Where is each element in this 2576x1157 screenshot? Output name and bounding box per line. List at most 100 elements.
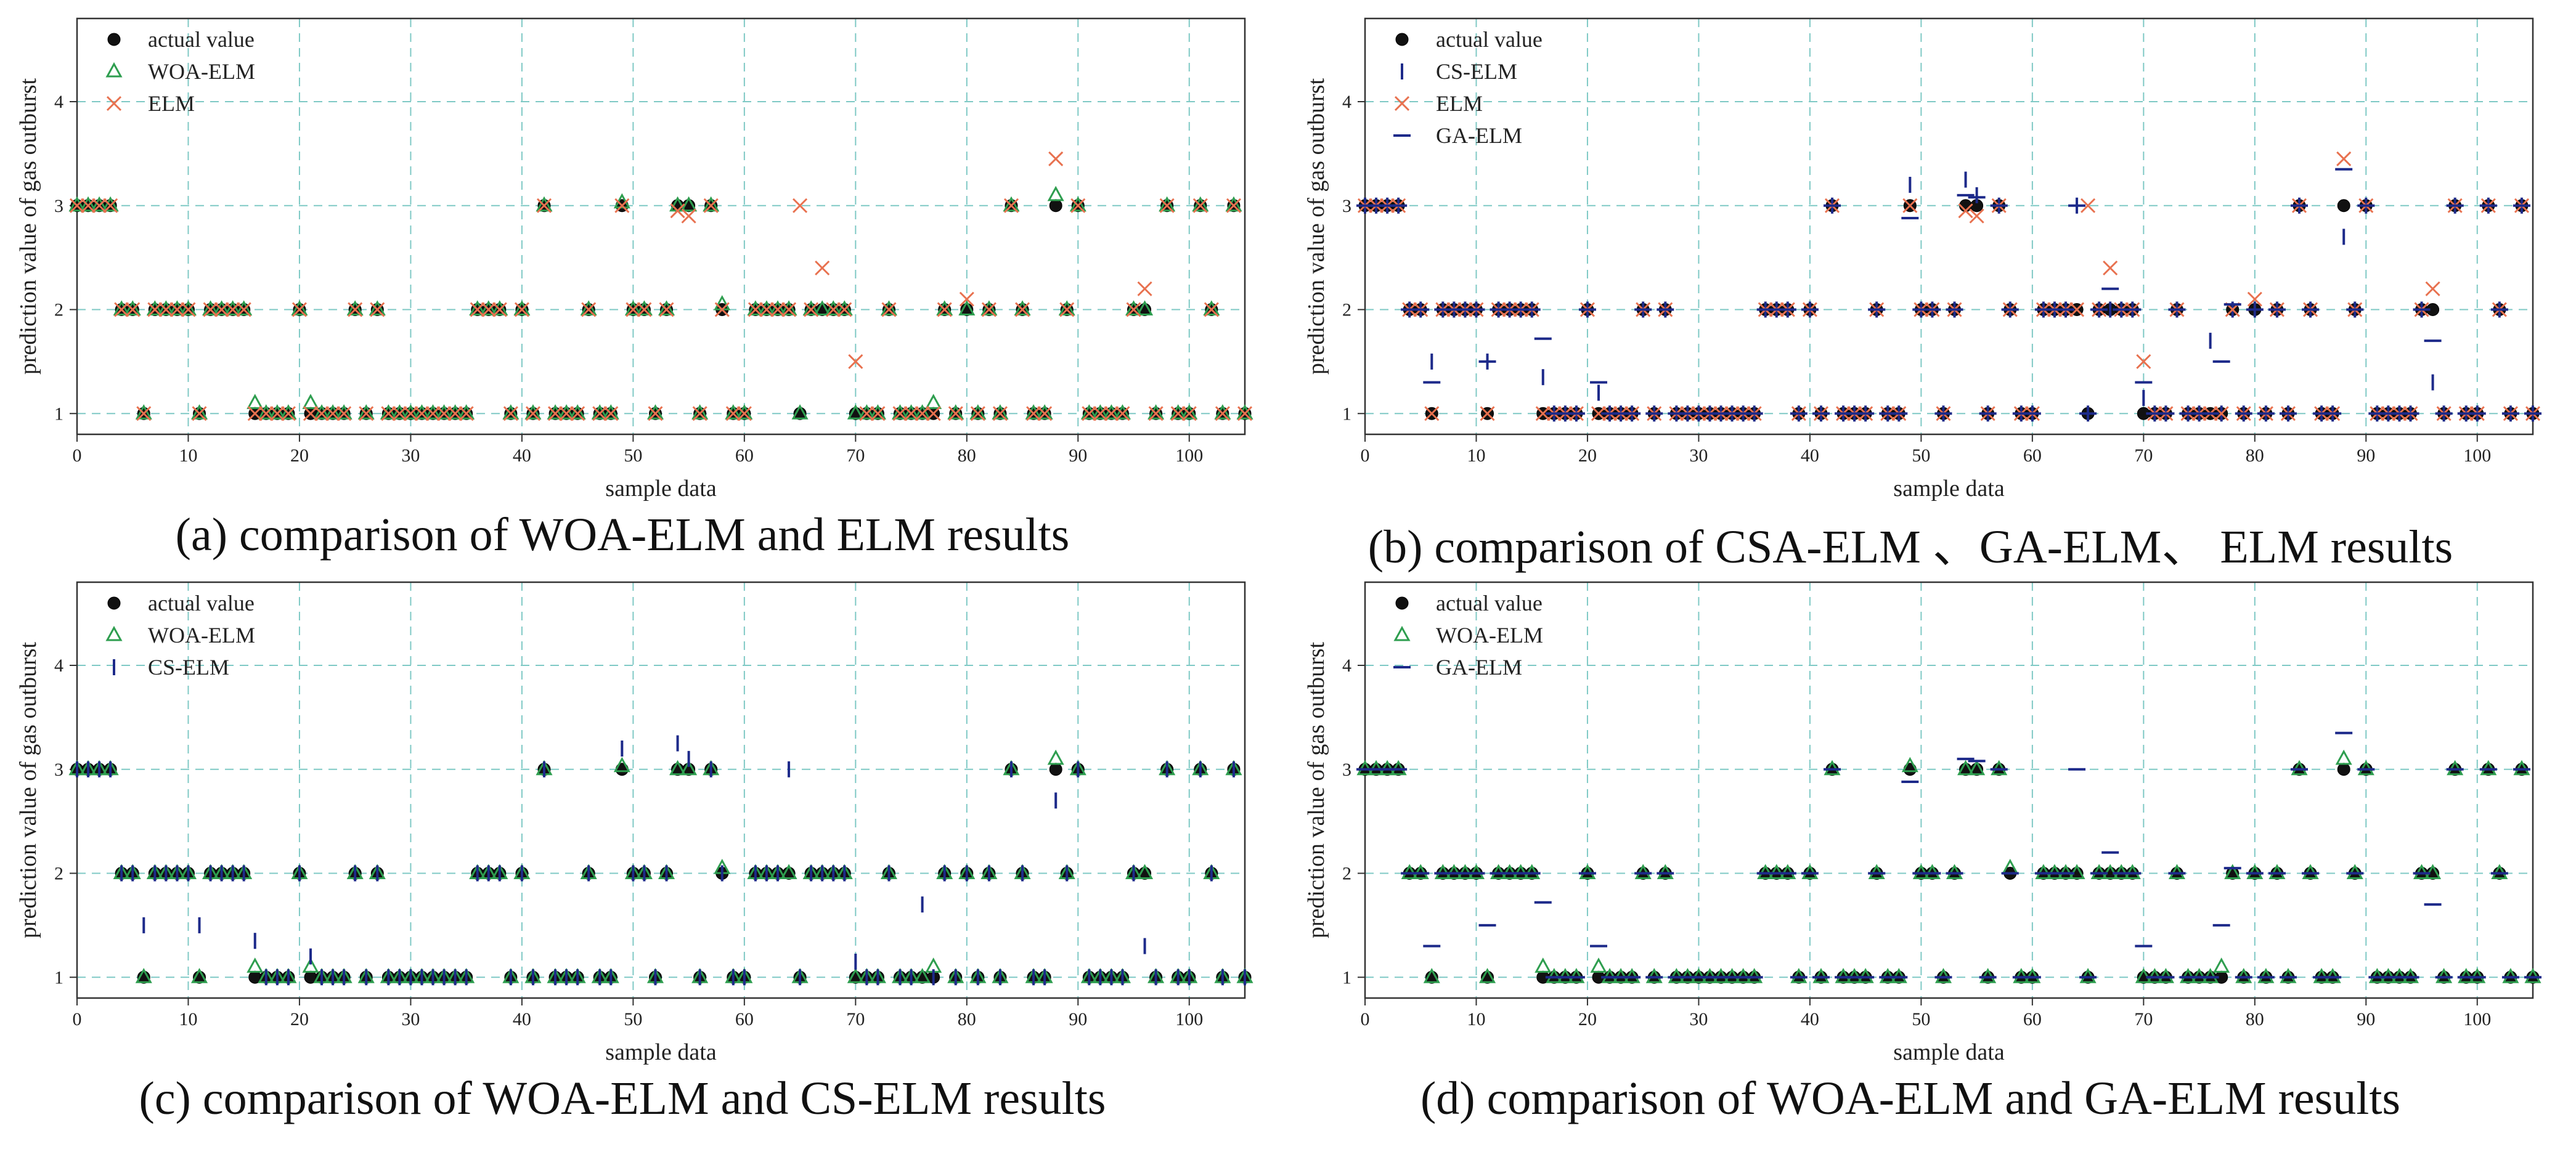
data-point-woa (847, 404, 864, 420)
legend-label-cs: CS-ELM (148, 655, 229, 680)
caption-d: (d) comparison of WOA-ELM and GA-ELM res… (1420, 1073, 2401, 1124)
data-point-woa (1069, 196, 1086, 212)
data-point-elm (1424, 406, 1440, 421)
data-markers (68, 151, 1253, 421)
data-point-woa (1091, 404, 1109, 420)
data-point-woa (402, 404, 419, 420)
data-point-woa (2213, 957, 2230, 973)
x-tick-label: 30 (1689, 1009, 1708, 1029)
data-point-elm (2136, 354, 2151, 369)
data-point-elm (136, 406, 152, 421)
data-point-woa (1036, 404, 1053, 420)
legend-label-actual: actual value (1436, 591, 1543, 615)
data-point-woa (2335, 749, 2352, 765)
data-point-actual (1049, 763, 1062, 776)
data-point-elm (992, 406, 1008, 421)
data-point-woa (1058, 300, 1075, 315)
chart-panel-d: 0 10 20 30 40 50 60 70 80 90 100 1 2 3 4 sample data pre… (1288, 564, 2541, 1124)
data-point-woa (624, 300, 642, 315)
data-point-woa (836, 300, 853, 315)
data-point-woa (1147, 404, 1165, 420)
data-point-elm (547, 406, 563, 421)
data-point-woa (1125, 300, 1143, 315)
data-point-elm (414, 406, 430, 421)
data-point-woa (447, 404, 464, 420)
data-point-elm (603, 406, 619, 421)
data-point-woa (102, 196, 119, 212)
series-cs (1364, 171, 2534, 422)
y-tick-label: 4 (54, 92, 63, 112)
data-point-elm (681, 208, 696, 224)
x-tick-label: 0 (1361, 1009, 1370, 1029)
data-point-woa (613, 757, 630, 773)
data-point-woa (1114, 404, 1131, 420)
data-point-elm (359, 406, 374, 421)
data-point-woa (502, 404, 520, 420)
data-point-woa (947, 404, 964, 420)
data-point-woa (1478, 968, 1496, 983)
data-point-woa (547, 404, 564, 420)
data-point-elm (1126, 302, 1141, 317)
legend-label-actual: actual value (148, 27, 255, 52)
data-point-woa (925, 394, 942, 409)
x-tick-label: 60 (2023, 1009, 2042, 1029)
caption-b: (b) comparison of CSA-ELM 、GA-ELM、 ELM r… (1367, 521, 2453, 573)
data-point-elm (1082, 406, 1097, 421)
data-point-woa (780, 300, 797, 315)
y-axis-label: prediction value of gas outburst (1303, 78, 1329, 375)
x-tick-label: 100 (2463, 1009, 2491, 1029)
data-point-woa (424, 404, 442, 420)
data-point-woa (235, 300, 253, 315)
x-tick-label: 0 (73, 1009, 82, 1029)
data-point-elm (125, 302, 141, 317)
data-point-elm (1192, 198, 1208, 213)
data-point-elm (1137, 281, 1152, 296)
data-point-woa (858, 404, 875, 420)
plot-frame (1364, 581, 2534, 999)
data-point-woa (124, 300, 141, 315)
y-tick-label: 3 (54, 196, 63, 216)
x-tick-label: 100 (2463, 445, 2491, 466)
data-point-elm (181, 302, 196, 317)
data-point-woa (269, 404, 286, 420)
data-point-elm (2336, 151, 2352, 166)
data-point-elm (459, 406, 474, 421)
data-point-woa (725, 404, 742, 420)
data-point-elm (781, 302, 797, 317)
data-point-woa (758, 300, 775, 315)
data-point-elm (637, 302, 652, 317)
data-point-woa (635, 300, 653, 315)
data-point-woa (1901, 757, 1918, 773)
data-point-elm (670, 203, 685, 219)
x-tick-label: 60 (735, 445, 754, 466)
data-point-elm (1591, 406, 1607, 421)
legend-marker-elm (106, 95, 122, 112)
data-point-elm (169, 302, 185, 317)
data-point-elm (470, 302, 485, 317)
x-tick-label: 30 (1689, 445, 1708, 466)
data-point-elm (1159, 198, 1175, 213)
data-point-woa (513, 300, 531, 315)
data-point-elm (981, 302, 997, 317)
data-point-woa (436, 404, 453, 420)
data-point-woa (891, 404, 909, 420)
data-point-woa (391, 404, 408, 420)
data-point-elm (314, 406, 330, 421)
data-point-woa (469, 300, 486, 315)
x-tick-label: 0 (1361, 445, 1370, 466)
data-point-woa (969, 404, 987, 420)
plot-frame (1364, 17, 2534, 436)
data-point-elm (1958, 203, 1973, 219)
data-point-elm (436, 406, 452, 421)
data-point-woa (703, 196, 720, 212)
data-point-woa (335, 404, 353, 420)
x-tick-label: 100 (1175, 445, 1203, 466)
data-point-elm (948, 406, 963, 421)
y-tick-label: 3 (1342, 760, 1351, 780)
data-point-woa (1136, 300, 1154, 315)
data-point-woa (1236, 404, 1253, 420)
data-point-woa (213, 300, 230, 315)
chart-panel-b: 0 10 20 30 40 50 60 70 80 90 100 1 2 3 4 sample data pre… (1288, 0, 2541, 573)
data-point-elm (492, 302, 507, 317)
data-point-elm (1902, 198, 1918, 213)
